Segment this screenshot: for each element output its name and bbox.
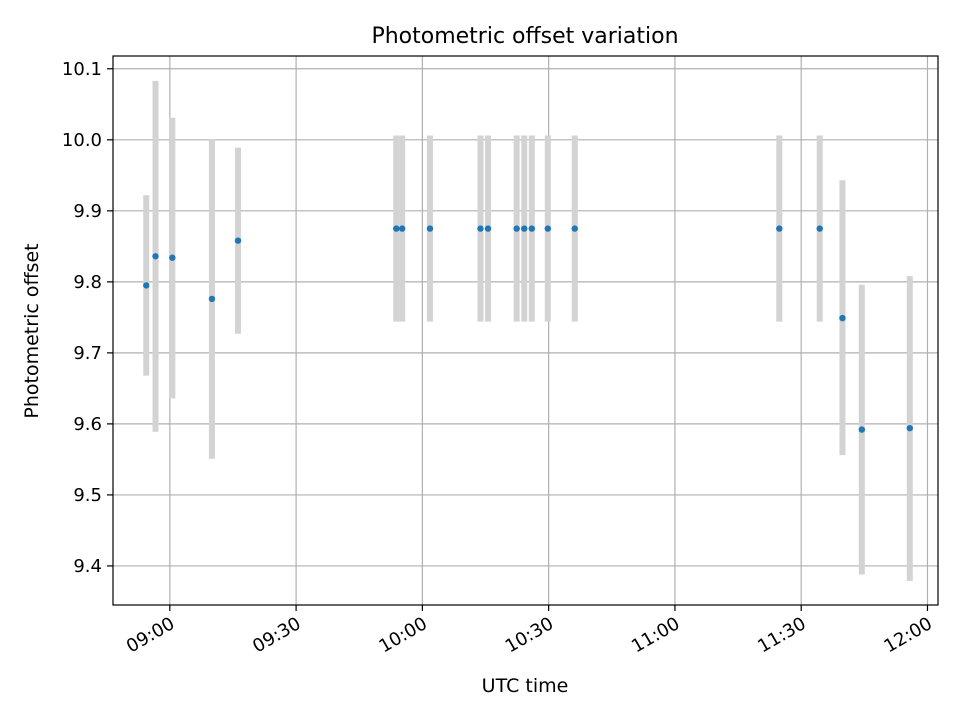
data-points — [143, 225, 913, 433]
y-tick-label: 9.4 — [73, 556, 102, 577]
y-tick-label: 9.9 — [73, 201, 102, 222]
data-point — [234, 237, 242, 244]
data-point — [816, 225, 823, 232]
data-point — [776, 225, 783, 232]
data-point — [544, 225, 552, 232]
y-tick-label: 10.0 — [62, 130, 102, 151]
y-tick-label: 9.6 — [73, 414, 102, 435]
data-point — [858, 426, 866, 433]
data-point — [571, 225, 578, 232]
data-point — [484, 225, 492, 232]
x-axis-label: UTC time — [482, 675, 569, 697]
data-point — [426, 225, 434, 232]
y-tick-label: 9.8 — [73, 272, 102, 293]
data-point — [906, 424, 913, 432]
data-point — [393, 225, 400, 232]
chart-title: Photometric offset variation — [371, 24, 678, 49]
data-point — [521, 225, 528, 232]
data-point — [477, 225, 484, 232]
y-tick-label: 9.5 — [73, 485, 102, 506]
data-point — [208, 295, 216, 303]
y-tick-label: 10.1 — [62, 59, 102, 80]
y-tick-label: 9.7 — [73, 343, 102, 364]
data-point — [839, 314, 846, 322]
y-axis-label: Photometric offset — [21, 243, 43, 418]
data-point — [398, 225, 406, 232]
data-point — [143, 282, 150, 289]
data-point — [169, 254, 176, 261]
data-point — [152, 253, 159, 260]
data-point — [528, 225, 536, 232]
y-axis-ticks: 9.4 9.5 9.6 9.7 9.8 9.9 10.0 10.1 — [62, 59, 113, 577]
plot-frame — [112, 55, 939, 606]
data-point — [513, 225, 520, 232]
